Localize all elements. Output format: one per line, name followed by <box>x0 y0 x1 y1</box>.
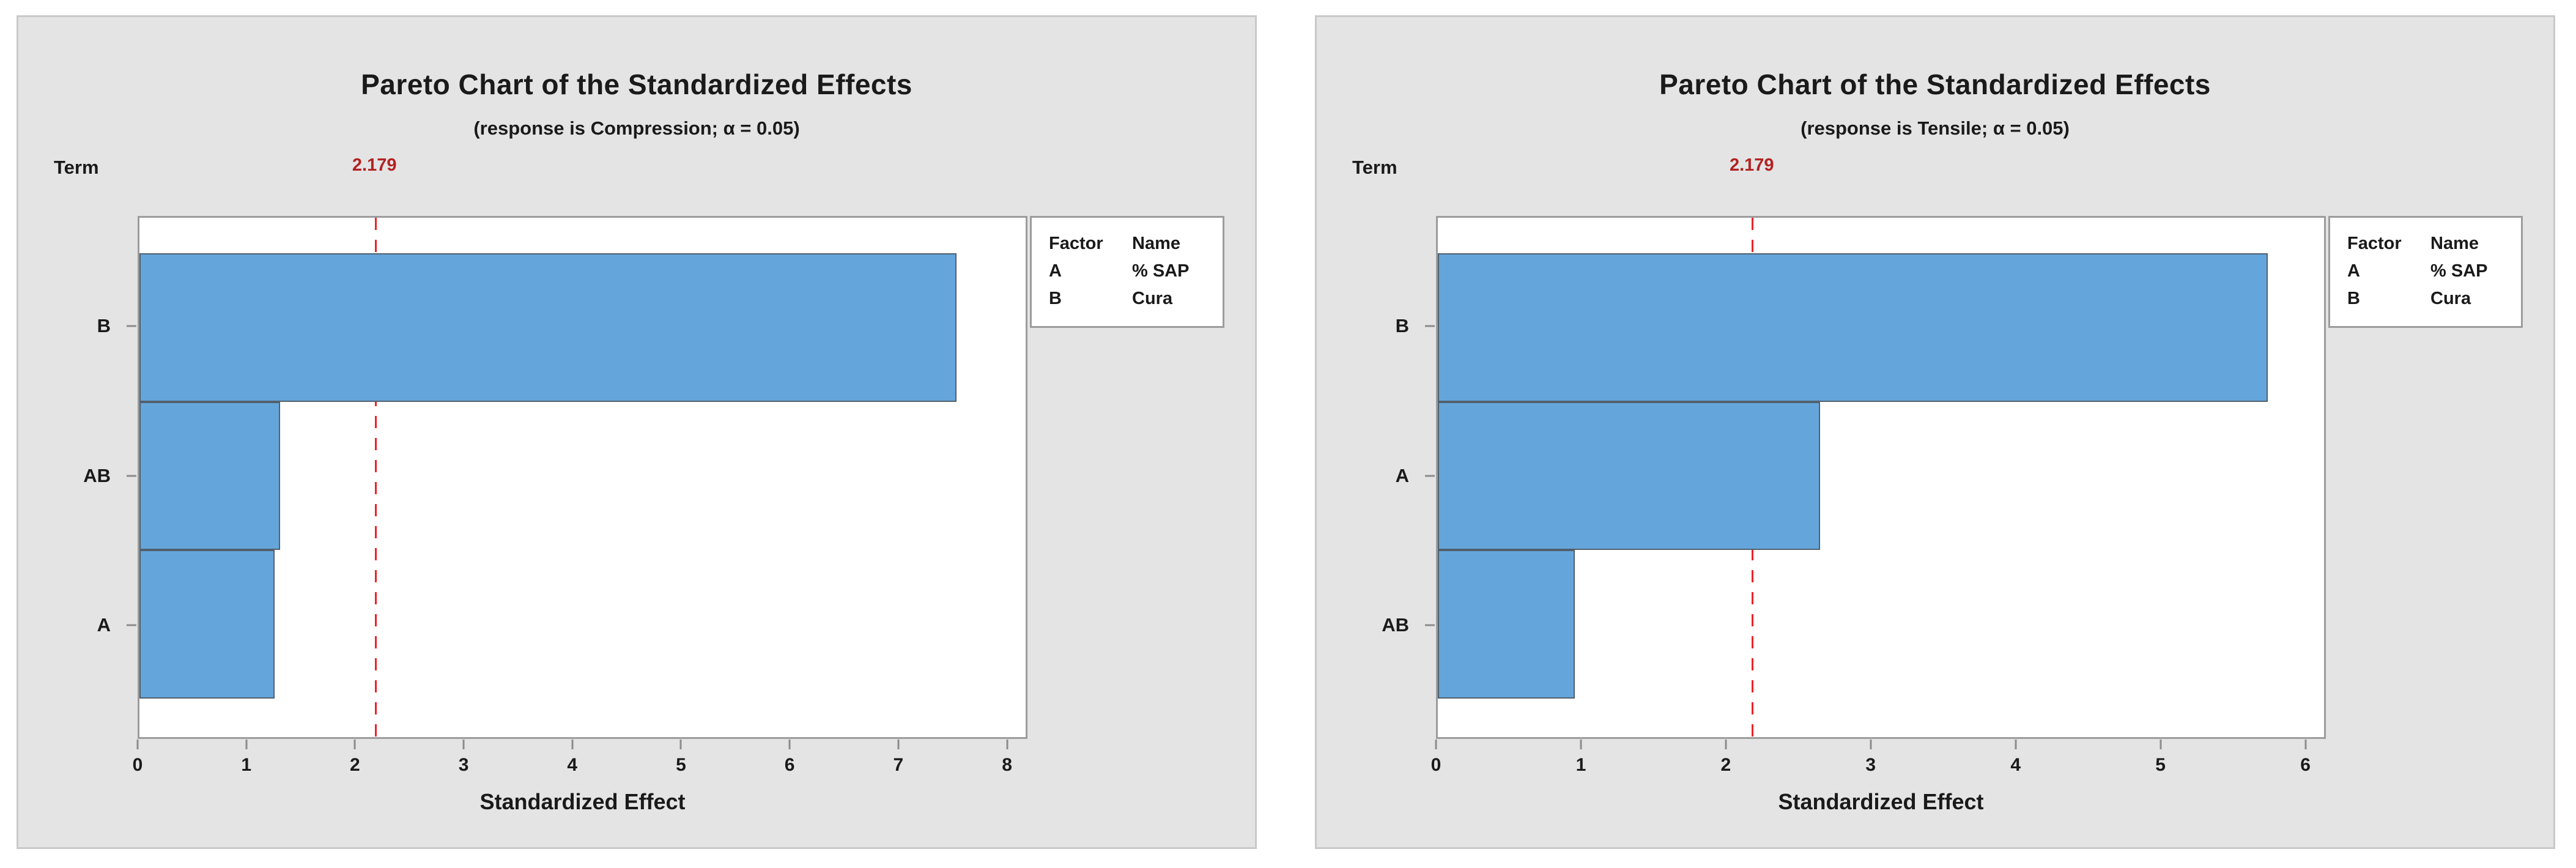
x-axis-tick <box>353 740 356 749</box>
chart-subtitle: (response is Tensile; α = 0.05) <box>1801 117 2070 139</box>
legend-factor-b: B <box>2347 288 2360 308</box>
legend-name-a: % SAP <box>1132 261 1190 281</box>
y-axis-label-b: B <box>97 315 111 337</box>
x-axis-tick <box>2160 740 2162 749</box>
legend-name-a: % SAP <box>2430 261 2488 281</box>
term-axis-label: Term <box>1352 157 1397 178</box>
y-axis-label-a: A <box>97 614 111 636</box>
x-tick-label-5: 5 <box>676 755 686 775</box>
reference-line <box>374 218 377 737</box>
legend-header-name: Name <box>2430 234 2479 253</box>
legend-row-b: B Cura <box>1049 285 1216 313</box>
pareto-chart-panel-tensile: Pareto Chart of the Standardized Effects… <box>1315 15 2555 849</box>
y-axis-tick <box>1425 475 1435 477</box>
term-axis-label: Term <box>54 157 99 178</box>
x-tick-label-3: 3 <box>1865 755 1876 775</box>
x-axis-tick <box>679 740 682 749</box>
bar-b <box>139 253 957 402</box>
y-axis-label-a: A <box>1395 464 1409 486</box>
x-tick-label-8: 8 <box>1002 755 1012 775</box>
reference-line-label-row: 2.179 <box>1436 155 2326 182</box>
legend-box: Factor Name A % SAP B Cura <box>2328 216 2523 328</box>
x-tick-label-1: 1 <box>241 755 252 775</box>
chart-title: Pareto Chart of the Standardized Effects <box>1659 68 2211 100</box>
legend-header-factor: Factor <box>2347 234 2402 253</box>
x-axis-title: Standardized Effect <box>1778 789 1984 814</box>
y-axis-labels: B A AB <box>1317 216 1436 739</box>
x-tick-label-5: 5 <box>2155 755 2166 775</box>
x-tick-label-1: 1 <box>1575 755 1586 775</box>
x-axis-tick <box>571 740 574 749</box>
x-axis-tick <box>1006 740 1009 749</box>
legend-row-b: B Cura <box>2347 285 2515 313</box>
reference-line-label-row: 2.179 <box>138 155 1027 182</box>
x-axis-tick <box>1580 740 1582 749</box>
x-tick-label-0: 0 <box>1430 755 1442 775</box>
x-tick-label-4: 4 <box>567 755 578 775</box>
legend-row-a: A % SAP <box>2347 258 2515 285</box>
x-tick-label-2: 2 <box>1720 755 1731 775</box>
x-tick-label-0: 0 <box>132 755 143 775</box>
legend-header-row: Factor Name <box>1049 230 1216 258</box>
x-axis-tick <box>788 740 791 749</box>
y-axis-tick <box>1425 325 1435 327</box>
x-axis-tick <box>1870 740 1872 749</box>
y-axis-tick <box>127 475 136 477</box>
legend-row-a: A % SAP <box>1049 258 1216 285</box>
y-axis-label-b: B <box>1395 315 1409 337</box>
legend-name-b: Cura <box>1132 288 1173 308</box>
x-axis-tick <box>2304 740 2307 749</box>
y-axis-label-ab: AB <box>1382 614 1409 636</box>
legend-header-factor: Factor <box>1049 234 1103 253</box>
legend-factor-b: B <box>1049 288 1062 308</box>
y-axis-label-ab: AB <box>83 464 111 486</box>
x-tick-label-7: 7 <box>893 755 904 775</box>
x-axis-tick <box>897 740 900 749</box>
x-axis-tick <box>1435 740 1437 749</box>
legend-header-row: Factor Name <box>2347 230 2515 258</box>
x-tick-label-6: 6 <box>2300 755 2311 775</box>
y-axis-labels: B AB A <box>18 216 138 739</box>
bar-b <box>1438 253 2268 402</box>
plot-area <box>1436 216 2326 739</box>
x-tick-label-6: 6 <box>784 755 795 775</box>
legend-factor-a: A <box>1049 261 1062 281</box>
plot-area <box>138 216 1027 739</box>
x-tick-label-4: 4 <box>2010 755 2021 775</box>
bar-a <box>139 550 275 699</box>
x-axis-tick <box>462 740 465 749</box>
pareto-chart-panel-compression: Pareto Chart of the Standardized Effects… <box>17 15 1257 849</box>
x-tick-label-2: 2 <box>350 755 360 775</box>
x-axis-tick <box>245 740 248 749</box>
chart-title: Pareto Chart of the Standardized Effects <box>361 68 912 100</box>
y-axis-tick <box>127 325 136 327</box>
y-axis-tick <box>127 624 136 626</box>
bar-ab <box>139 401 281 551</box>
reference-line-label: 2.179 <box>1729 155 1774 175</box>
legend-header-name: Name <box>1132 234 1180 253</box>
x-axis-title: Standardized Effect <box>479 789 686 814</box>
bar-ab <box>1438 550 1575 699</box>
reference-line-label: 2.179 <box>352 155 397 175</box>
legend-name-b: Cura <box>2430 288 2471 308</box>
y-axis-tick <box>1425 624 1435 626</box>
chart-subtitle: (response is Compression; α = 0.05) <box>473 117 800 139</box>
x-axis-tick <box>136 740 139 749</box>
x-axis-ticks: 0 1 2 3 4 5 6 <box>1431 739 2326 794</box>
bar-a <box>1438 401 1821 551</box>
x-axis-tick <box>1725 740 1727 749</box>
legend-factor-a: A <box>2347 261 2360 281</box>
x-tick-label-3: 3 <box>458 755 469 775</box>
legend-box: Factor Name A % SAP B Cura <box>1030 216 1224 328</box>
x-axis-tick <box>2015 740 2017 749</box>
x-axis-ticks: 0 1 2 3 4 5 6 7 8 <box>133 739 1027 794</box>
